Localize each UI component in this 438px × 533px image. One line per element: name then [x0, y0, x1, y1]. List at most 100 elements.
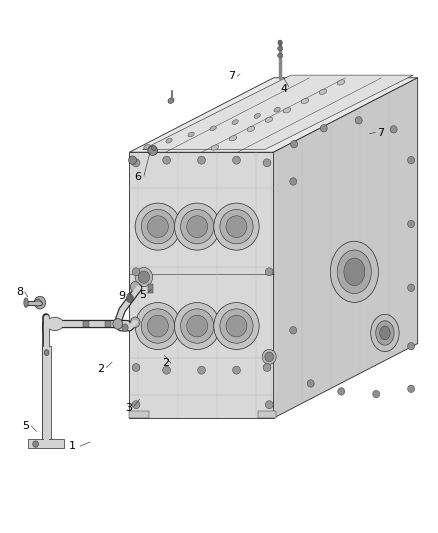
Ellipse shape: [408, 157, 415, 164]
Polygon shape: [130, 78, 418, 152]
Ellipse shape: [408, 343, 415, 350]
Ellipse shape: [355, 117, 362, 124]
Ellipse shape: [376, 321, 394, 345]
Text: 4: 4: [280, 84, 287, 94]
Ellipse shape: [226, 315, 247, 337]
Ellipse shape: [344, 258, 365, 286]
Ellipse shape: [265, 117, 273, 122]
Ellipse shape: [337, 80, 345, 85]
Ellipse shape: [278, 46, 283, 51]
Ellipse shape: [131, 281, 140, 292]
Ellipse shape: [247, 126, 255, 132]
Text: 5: 5: [139, 289, 146, 300]
Ellipse shape: [180, 209, 214, 244]
Ellipse shape: [226, 216, 247, 238]
Ellipse shape: [232, 120, 238, 124]
Ellipse shape: [278, 53, 283, 58]
Polygon shape: [83, 321, 89, 327]
Polygon shape: [143, 75, 413, 150]
Text: 3: 3: [125, 403, 132, 414]
Ellipse shape: [319, 89, 327, 94]
Ellipse shape: [166, 139, 172, 143]
Text: 5: 5: [22, 421, 29, 431]
Ellipse shape: [188, 132, 194, 137]
Ellipse shape: [33, 441, 39, 447]
Ellipse shape: [211, 145, 219, 150]
Text: 9: 9: [118, 290, 125, 301]
Ellipse shape: [144, 144, 150, 149]
Polygon shape: [42, 346, 51, 439]
Ellipse shape: [148, 315, 168, 337]
Ellipse shape: [263, 364, 271, 372]
Polygon shape: [148, 284, 152, 293]
Ellipse shape: [262, 350, 276, 365]
Ellipse shape: [214, 303, 259, 350]
Ellipse shape: [330, 241, 378, 302]
Ellipse shape: [138, 271, 150, 283]
Text: 7: 7: [228, 71, 235, 81]
Ellipse shape: [141, 309, 174, 343]
Ellipse shape: [132, 401, 140, 409]
Ellipse shape: [180, 309, 214, 343]
Ellipse shape: [174, 203, 220, 250]
Ellipse shape: [210, 126, 216, 131]
Ellipse shape: [127, 294, 134, 303]
Ellipse shape: [113, 319, 123, 329]
Text: 8: 8: [16, 287, 23, 297]
Ellipse shape: [229, 135, 237, 141]
Ellipse shape: [168, 98, 174, 103]
Polygon shape: [130, 152, 274, 418]
Ellipse shape: [278, 40, 283, 45]
Ellipse shape: [408, 284, 415, 292]
Ellipse shape: [44, 350, 49, 356]
Polygon shape: [274, 78, 418, 418]
Ellipse shape: [174, 303, 220, 350]
Ellipse shape: [373, 390, 380, 398]
Ellipse shape: [254, 114, 260, 118]
Ellipse shape: [129, 156, 137, 165]
Ellipse shape: [131, 317, 140, 328]
Ellipse shape: [408, 385, 415, 392]
Ellipse shape: [198, 156, 205, 164]
Ellipse shape: [35, 299, 41, 306]
Ellipse shape: [265, 352, 274, 362]
Ellipse shape: [198, 366, 205, 374]
Ellipse shape: [263, 159, 271, 167]
Ellipse shape: [408, 220, 415, 228]
Ellipse shape: [214, 203, 259, 250]
Ellipse shape: [390, 126, 397, 133]
Ellipse shape: [301, 99, 309, 103]
Ellipse shape: [148, 216, 168, 238]
Ellipse shape: [220, 209, 253, 244]
Ellipse shape: [141, 209, 174, 244]
Ellipse shape: [135, 303, 180, 350]
Text: 1: 1: [69, 441, 76, 451]
Ellipse shape: [34, 296, 46, 309]
Ellipse shape: [151, 146, 156, 150]
Ellipse shape: [265, 268, 273, 276]
Ellipse shape: [274, 107, 280, 112]
Ellipse shape: [187, 216, 208, 238]
Ellipse shape: [233, 366, 240, 374]
Ellipse shape: [233, 156, 240, 164]
Ellipse shape: [135, 268, 152, 287]
Text: 2: 2: [162, 358, 170, 368]
Ellipse shape: [283, 108, 291, 113]
Ellipse shape: [307, 379, 314, 387]
Ellipse shape: [162, 366, 170, 374]
Ellipse shape: [132, 364, 140, 372]
Polygon shape: [28, 439, 64, 448]
Ellipse shape: [265, 401, 273, 409]
Text: 6: 6: [135, 172, 142, 182]
Ellipse shape: [338, 387, 345, 395]
Ellipse shape: [220, 309, 253, 343]
Ellipse shape: [371, 314, 399, 352]
Polygon shape: [130, 411, 149, 418]
Ellipse shape: [24, 298, 28, 308]
Ellipse shape: [132, 268, 140, 276]
Ellipse shape: [46, 317, 64, 330]
Ellipse shape: [122, 324, 128, 332]
Ellipse shape: [337, 250, 371, 294]
Ellipse shape: [290, 327, 297, 334]
Ellipse shape: [290, 141, 297, 148]
